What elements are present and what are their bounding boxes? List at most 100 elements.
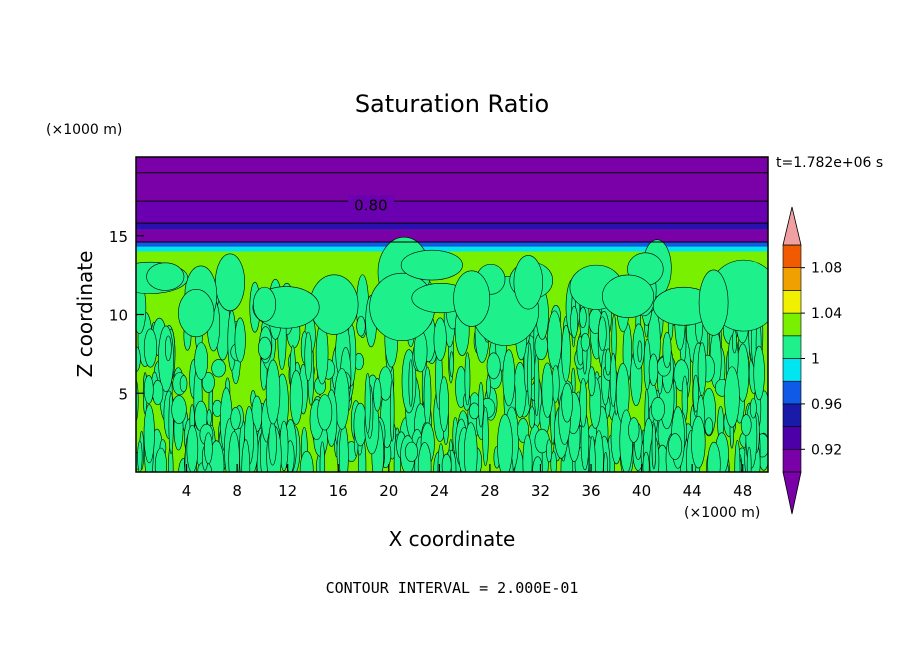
mixed-patch <box>651 422 657 470</box>
colorbar-segment <box>782 244 802 269</box>
mixed-patch <box>550 451 557 472</box>
mixed-patch <box>570 305 579 339</box>
mixed-patch <box>609 353 617 407</box>
mixed-patch <box>143 375 154 404</box>
colorbar-segment <box>782 312 802 337</box>
mixed-patch <box>561 382 573 423</box>
mixed-patch <box>628 417 640 443</box>
colorbar-segment <box>782 358 802 382</box>
x-tick-label: 20 <box>379 482 398 500</box>
mixed-patch <box>194 342 209 380</box>
mixed-patch <box>463 422 478 472</box>
mixed-patch <box>547 310 562 370</box>
mixed-patch <box>449 351 454 377</box>
mixed-patch <box>154 447 167 472</box>
upper-patch <box>513 255 544 310</box>
mixed-patch <box>441 453 452 472</box>
mixed-patch <box>258 336 272 360</box>
colorbar-segment <box>782 290 802 314</box>
mixed-patch <box>268 421 277 466</box>
mixed-patch <box>533 352 540 417</box>
mixed-patch <box>319 441 326 472</box>
x-tick-label: 16 <box>329 482 348 500</box>
mixed-patch <box>746 446 752 472</box>
field-band-0 <box>136 157 768 202</box>
field-band-1 <box>136 201 768 224</box>
x-tick-label: 12 <box>278 482 297 500</box>
colorbar-tick-label: 0.96 <box>811 397 842 413</box>
colorbar-segment <box>782 267 802 291</box>
mixed-patch <box>580 333 590 352</box>
x-tick-label: 32 <box>531 482 550 500</box>
y-tick-label: 10 <box>109 307 128 325</box>
mixed-patch <box>179 375 188 393</box>
upper-patch <box>453 270 491 327</box>
mixed-patch <box>588 435 596 472</box>
mixed-patch <box>588 366 596 397</box>
mixed-patch <box>668 433 683 460</box>
mixed-patch <box>541 362 554 418</box>
colorbar-tick-label: 1.04 <box>811 306 842 322</box>
mixed-patch <box>753 345 765 401</box>
mixed-patch <box>356 315 366 337</box>
upper-patch <box>178 289 215 338</box>
x-tick-label: 8 <box>232 482 242 500</box>
mixed-patch <box>707 441 721 472</box>
time-label: t=1.782e+06 s <box>776 155 883 171</box>
plot-area: 0.80 <box>136 157 768 472</box>
x-tick-label: 44 <box>683 482 702 500</box>
x-tick-label: 36 <box>581 482 600 500</box>
y-axis-ticks: 5 10 15 <box>109 228 144 403</box>
mixed-patch <box>642 451 650 472</box>
colorbar-segment <box>782 335 802 359</box>
x-axis-ticks: 4 8 12 16 20 24 28 32 36 40 44 48 <box>182 464 752 500</box>
mixed-patch <box>339 424 349 472</box>
x-tick-label: 48 <box>733 482 752 500</box>
mixed-patch <box>732 329 738 354</box>
contour-label-bg <box>347 195 394 214</box>
mixed-patch <box>241 439 251 472</box>
mixed-patch <box>364 372 371 434</box>
mixed-patch <box>478 381 484 428</box>
mixed-patch <box>299 450 314 472</box>
mixed-patch <box>204 432 213 465</box>
mixed-patch <box>228 431 240 472</box>
mixed-patch <box>304 331 313 382</box>
mixed-patch <box>143 328 158 368</box>
mixed-patch <box>211 359 226 378</box>
mixed-patch <box>171 395 187 424</box>
mixed-patch <box>486 375 491 399</box>
upper-patch <box>602 274 654 318</box>
mixed-patch <box>528 406 536 429</box>
upper-patch <box>146 262 185 291</box>
mixed-patch <box>579 307 587 329</box>
mixed-patch <box>662 331 672 369</box>
x-tick-label: 40 <box>632 482 651 500</box>
mixed-patch <box>408 359 414 407</box>
mixed-patch <box>289 370 303 425</box>
mixed-patch <box>404 441 419 462</box>
x-tick-label: 28 <box>480 482 499 500</box>
mixed-patch <box>561 324 571 382</box>
colorbar-tick-label: 1.08 <box>811 261 842 277</box>
y-unit-label: (×1000 m) <box>46 122 122 138</box>
colorbar-segment <box>782 448 802 473</box>
field-band-2 <box>136 223 768 230</box>
contour-interval-note: CONTOUR INTERVAL = 2.000E-01 <box>326 579 579 597</box>
colorbar-segment <box>782 380 802 405</box>
y-tick-label: 15 <box>109 228 128 246</box>
mixed-patch <box>143 404 155 464</box>
mixed-patch <box>691 415 706 469</box>
colorbar-tick-label: 0.92 <box>811 442 842 458</box>
mixed-patch <box>389 380 395 442</box>
mixed-patch <box>637 340 643 363</box>
mixed-patch <box>740 414 752 436</box>
mixed-patch <box>423 366 432 426</box>
upper-patch <box>698 269 729 336</box>
mixed-patch <box>234 317 246 363</box>
mixed-patch <box>464 352 471 406</box>
mixed-patch <box>502 349 516 407</box>
mixed-patch <box>697 342 707 396</box>
x-axis-label: X coordinate <box>389 527 516 551</box>
